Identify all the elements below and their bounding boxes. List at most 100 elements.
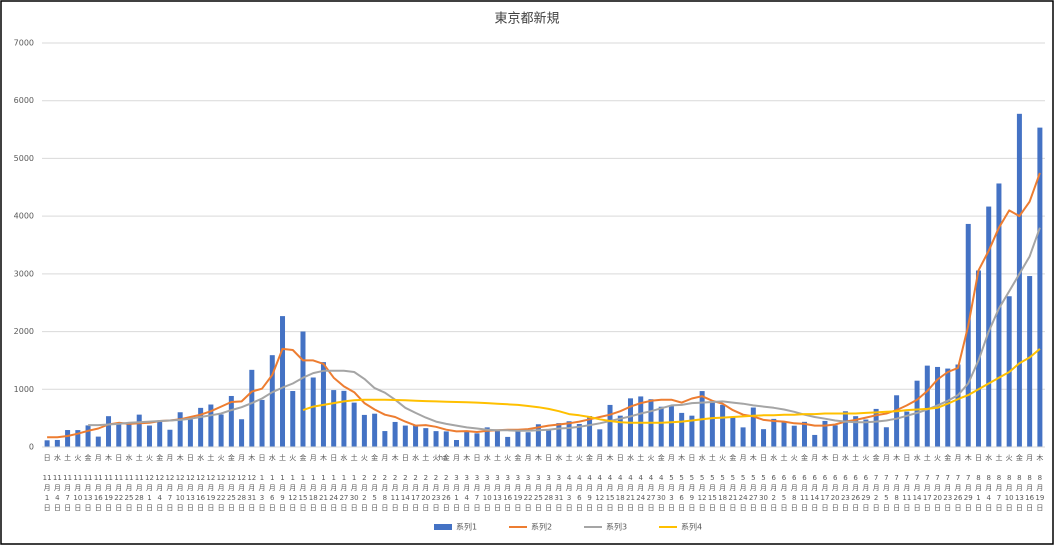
y-tick-label: 1000 [14,385,34,394]
x-tick-label: 1 月 30 日 [350,474,359,512]
bar [351,402,357,447]
bar [372,413,378,447]
bar [1037,127,1043,448]
x-weekday-label: 水 [985,453,992,462]
bar [945,368,951,447]
x-weekday-label: 月 [811,454,818,462]
bar [484,427,490,447]
x-weekday-label: 木 [678,453,685,462]
x-weekday-label: 金 [85,453,92,462]
bar [464,430,470,447]
x-tick-label: 8 月 16 日 [1025,474,1034,512]
legend-label: 系列3 [606,522,627,532]
x-weekday-label: 月 [166,454,173,462]
x-tick-label: 7 月 17 日 [923,474,932,512]
bar [494,430,500,447]
bar [249,369,255,447]
x-weekday-label: 木 [320,453,327,462]
bar [331,390,337,447]
bar [228,395,234,447]
x-tick-label: 2 月 20 日 [421,474,430,512]
bar [535,424,541,447]
x-tick-label: 6 月 11 日 [800,474,809,512]
x-weekday-label: 水 [54,453,61,462]
bar [617,415,623,447]
x-tick-label: 12 月 13 日 [186,474,195,512]
x-tick-label: 12 月 28 日 [237,474,246,512]
bar [689,415,695,447]
bar [157,421,163,447]
x-tick-label: 3 月 10 日 [483,474,492,512]
x-tick-label: 3 月 19 日 [513,474,522,512]
bar [443,431,449,447]
x-tick-label: 11 月 7 日 [63,474,72,512]
x-weekday-label: 火 [218,454,225,462]
y-tick-label: 3000 [14,269,34,278]
bar [146,425,152,447]
x-weekday-label: 土 [709,453,716,462]
x-weekday-label: 土 [422,453,429,462]
x-tick-label: 7 月 29 日 [964,474,973,512]
x-tick-label: 11 月 1 日 [43,474,52,512]
x-weekday-label: 水 [125,453,132,462]
x-weekday-label: 水 [197,453,204,462]
x-tick-label: 12 月 1 日 [145,474,154,512]
bar [801,421,807,447]
x-weekday-label: 金 [944,453,951,462]
x-tick-label: 7 月 20 日 [933,474,942,512]
bar [454,440,460,447]
x-weekday-label: 金 [514,453,521,462]
x-weekday-label: 水 [699,453,706,462]
x-tick-label: 1 月 24 日 [329,474,338,512]
x-tick-label: 2 月 11 日 [391,474,400,512]
bar [280,316,286,447]
y-tick-label: 5000 [14,154,34,163]
bar [392,421,398,447]
x-tick-label: 12 月 7 日 [165,474,174,512]
x-weekday-label: 日 [259,454,266,462]
x-weekday-label: 月 [95,454,102,462]
x-weekday-label: 水 [555,453,562,462]
bar [269,355,275,447]
x-weekday-label: 火 [934,454,941,462]
x-tick-label: 3 月 25 日 [534,474,543,512]
x-weekday-label: 月 [525,454,532,462]
x-tick-label: 3 月 28 日 [544,474,553,512]
x-tick-label: 7 月 14 日 [913,474,922,512]
x-weekday-label: 木 [750,453,757,462]
x-weekday-label: 火 [361,454,368,462]
x-weekday-label: 月 [740,454,747,462]
x-tick-label: 11 月 25 日 [125,474,134,512]
x-weekday-label: 金 [156,453,163,462]
bar [576,423,582,447]
bar [822,420,828,447]
x-weekday-label: 日 [473,454,480,462]
x-tick-label: 12 月 4 日 [155,474,164,512]
bar [771,418,777,447]
bar [218,414,224,447]
x-weekday-label: 月 [668,454,675,462]
bar [44,440,50,447]
x-weekday-label: 土 [279,453,286,462]
x-weekday-label: 火 [74,454,81,462]
x-tick-label: 4 月 27 日 [647,474,656,512]
x-tick-label: 7 月 26 日 [954,474,963,512]
x-tick-label: 1 月 15 日 [299,474,308,512]
bar [126,423,132,447]
x-weekday-label: 土 [494,453,501,462]
x-weekday-label: 月 [310,454,317,462]
x-tick-label: 8 月 13 日 [1015,474,1024,512]
x-weekday-label: 日 [330,454,337,462]
bar [505,436,511,447]
bar [863,419,869,447]
